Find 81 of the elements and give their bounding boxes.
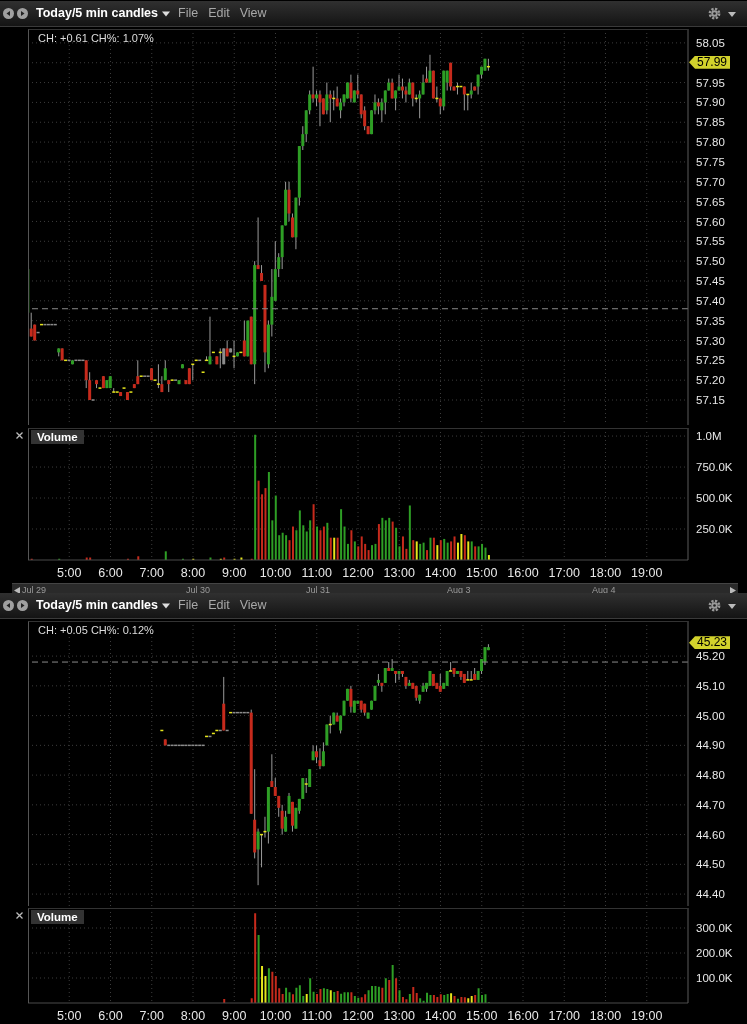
x-tick-label: 15:00 <box>466 565 498 580</box>
x-tick-label: 18:00 <box>589 1008 622 1023</box>
text: Edit <box>208 6 230 21</box>
text: File <box>178 6 199 21</box>
x-tick-label: 12:00 <box>342 1008 374 1023</box>
y-tick-label: 57.60 <box>696 215 725 228</box>
y-tick-label: 57.45 <box>696 275 725 288</box>
x-tick-label: 16:00 <box>507 565 539 580</box>
y-tick-label: 200.0K <box>696 947 733 960</box>
y-tick-label: 57.35 <box>696 314 725 327</box>
x-tick-label: 6:00 <box>98 1008 123 1023</box>
y-tick-label: 57.85 <box>696 116 725 129</box>
y-tick-label: 57.95 <box>696 76 725 89</box>
x-tick-label: 19:00 <box>631 1008 663 1023</box>
y-tick-label: 57.50 <box>696 255 725 268</box>
x-tick-label: 16:00 <box>507 1008 539 1023</box>
x-tick-label: 15:00 <box>466 1008 498 1023</box>
y-tick-label: 45.00 <box>696 709 725 722</box>
y-tick-label: 57.75 <box>696 156 725 169</box>
x-tick-label: 8:00 <box>180 565 206 580</box>
y-tick-label: 1.0M <box>696 430 722 443</box>
y-tick-label: 58.05 <box>696 36 725 49</box>
x-tick-label: 11:00 <box>301 1008 332 1023</box>
x-tick-label: 5:00 <box>57 1008 82 1023</box>
y-tick-label: 45.20 <box>696 650 725 663</box>
x-tick-label: 11:00 <box>301 565 332 580</box>
x-tick-label: 9:00 <box>222 565 247 580</box>
y-tick-label: 57.20 <box>696 374 725 387</box>
y-tick-label: 57.25 <box>696 354 725 367</box>
y-tick-label: 44.90 <box>696 739 725 752</box>
text: View <box>239 6 267 21</box>
text: Jul 30 <box>186 585 211 595</box>
x-tick-label: 12:00 <box>342 565 374 580</box>
chart-subtitle: CH: +0.05 CH%: 0.12% <box>38 624 154 636</box>
x-tick-label: 10:00 <box>259 565 292 580</box>
x-tick-label: 13:00 <box>383 1008 415 1023</box>
x-tick-label: 7:00 <box>139 1008 164 1023</box>
chart-title: Today/5 min candles <box>36 598 159 613</box>
x-tick-label: 19:00 <box>631 565 663 580</box>
y-tick-label: 57.30 <box>696 334 725 347</box>
x-tick-label: 13:00 <box>383 565 415 580</box>
y-tick-label: 57.80 <box>696 136 725 149</box>
x-tick-label: 18:00 <box>589 565 622 580</box>
y-tick-label: 57.55 <box>696 235 725 248</box>
y-tick-label: 57.65 <box>696 195 725 208</box>
x-tick-label: 5:00 <box>57 565 82 580</box>
x-tick-label: 6:00 <box>98 565 123 580</box>
y-tick-label: 500.0K <box>696 492 733 505</box>
x-tick-label: 7:00 <box>139 565 164 580</box>
x-tick-label: 17:00 <box>548 565 580 580</box>
text: 57.99 <box>689 54 731 69</box>
y-tick-label: 100.0K <box>696 972 733 985</box>
y-tick-label: 44.70 <box>696 798 725 811</box>
x-tick-label: 17:00 <box>548 1008 580 1023</box>
x-tick-label: 10:00 <box>259 1008 292 1023</box>
y-tick-label: 44.80 <box>696 769 725 782</box>
x-tick-label: 9:00 <box>222 1008 247 1023</box>
y-tick-label: 57.90 <box>696 96 725 109</box>
text: Edit <box>208 598 230 613</box>
y-tick-label: 44.60 <box>696 828 725 841</box>
text: View <box>239 598 267 613</box>
x-tick-label: 14:00 <box>424 1008 457 1023</box>
chart-title: Volume <box>31 430 84 444</box>
y-tick-label: 57.40 <box>696 294 725 307</box>
y-tick-label: 57.15 <box>696 394 725 407</box>
y-tick-label: 44.40 <box>696 888 725 901</box>
text: File <box>178 598 199 613</box>
x-tick-label: 8:00 <box>180 1008 206 1023</box>
y-tick-label: 57.70 <box>696 175 725 188</box>
y-tick-label: 250.0K <box>696 523 733 536</box>
chart-title: Volume <box>31 910 84 924</box>
x-tick-label: 14:00 <box>424 565 457 580</box>
chart-title: Today/5 min candles <box>36 6 159 21</box>
text: 45.23 <box>689 635 731 650</box>
text: Jul 31 <box>306 585 331 595</box>
y-tick-label: 44.50 <box>696 858 725 871</box>
text: Jul 29 <box>22 585 47 595</box>
y-tick-label: 300.0K <box>696 922 733 935</box>
y-tick-label: 750.0K <box>696 461 733 474</box>
y-tick-label: 45.10 <box>696 679 725 692</box>
chart-subtitle: CH: +0.61 CH%: 1.07% <box>38 32 154 44</box>
